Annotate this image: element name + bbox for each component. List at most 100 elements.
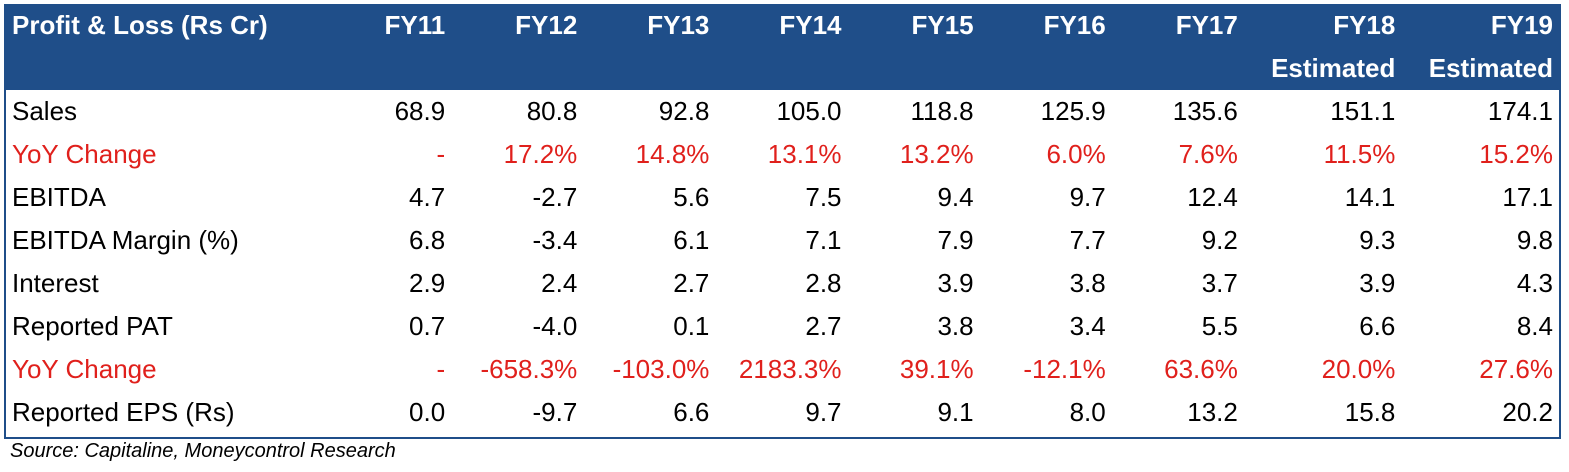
table-cell: 7.1 (805, 225, 842, 255)
table-cell: 4.7 (409, 182, 446, 212)
table-cell: 3.9 (1359, 268, 1396, 298)
table-cell: 13.1% (767, 139, 842, 169)
column-header: FY11 (321, 4, 454, 47)
table-cell: 6.6 (1359, 311, 1396, 341)
table-cell: 7.6% (1178, 139, 1238, 169)
table-row: EBITDA Margin (%) 6.8 -3.4 6.1 7.1 7.9 7.7 9.2 9… (4, 219, 1561, 262)
column-header: FY14 (717, 4, 850, 47)
column-header: FY17 (1113, 4, 1246, 47)
table-cell: 14.8% (635, 139, 710, 169)
table-cell: 11.5% (1323, 139, 1396, 169)
table-body: Sales 68.9 80.8 92.8 105.0 118.8 125.9 135.6 151… (4, 90, 1561, 434)
table-cell: 125.9 (1040, 96, 1106, 126)
subheader-cell (1113, 47, 1246, 90)
header-title: Profit & Loss (Rs Cr) (4, 4, 322, 47)
table-cell: 6.6 (673, 397, 710, 427)
table-cell: 6.8 (409, 225, 446, 255)
table-cell: - (436, 139, 446, 169)
table-cell: 9.7 (1069, 182, 1106, 212)
table-cell: 17.2% (503, 139, 578, 169)
table-row: Interest 2.9 2.4 2.7 2.8 3.9 3.8 3.7 3.9 4.3 (4, 262, 1561, 305)
table-cell: 27.6% (1479, 354, 1553, 384)
table-cell: 20.0% (1321, 354, 1396, 384)
header-subrow: Estimated Estimated (4, 47, 1561, 90)
column-header: FY12 (453, 4, 586, 47)
table-cell: 151.1 (1330, 96, 1396, 126)
table-cell: 0.7 (409, 311, 446, 341)
subheader-cell (849, 47, 982, 90)
table-cell: 9.1 (937, 397, 974, 427)
subheader-cell (717, 47, 850, 90)
subheader-cell (981, 47, 1114, 90)
column-header: FY13 (585, 4, 718, 47)
table-cell: 7.5 (805, 182, 842, 212)
table-cell: 20.2 (1502, 397, 1553, 427)
table-cell: 2.4 (541, 268, 578, 298)
table-header: Profit & Loss (Rs Cr) FY11 FY12 FY13 FY1… (4, 4, 1561, 90)
table-cell: 3.8 (937, 311, 974, 341)
table-cell: 13.2 (1187, 397, 1238, 427)
table-cell: -4.0 (532, 311, 578, 341)
subheader-estimated-fy19: Estimated (1403, 47, 1561, 90)
source-note: Source: Capitaline, Moneycontrol Researc… (10, 440, 396, 462)
table-cell: -12.1% (1023, 354, 1106, 384)
table-cell: 0.1 (673, 311, 710, 341)
table-cell: 68.9 (394, 96, 446, 126)
table-cell: 118.8 (910, 96, 974, 126)
table-cell: 13.2% (899, 139, 974, 169)
table-cell: 9.8 (1516, 225, 1553, 255)
table-cell: -658.3% (480, 354, 578, 384)
table-row: Sales 68.9 80.8 92.8 105.0 118.8 125.9 135.6 151… (4, 90, 1561, 133)
table-cell: 15.8 (1344, 397, 1396, 427)
table-cell: 80.8 (526, 96, 578, 126)
table-cell: 6.1 (673, 225, 710, 255)
row-label: YoY Change (12, 354, 157, 384)
table-cell: 105.0 (776, 96, 842, 126)
column-header: FY15 (849, 4, 982, 47)
profit-loss-table: Profit & Loss (Rs Cr) FY11 FY12 FY13 FY1… (4, 4, 1561, 434)
table-row: EBITDA 4.7 -2.7 5.6 7.5 9.4 9.7 12.4 14.1 17.1 (4, 176, 1561, 219)
row-label: Interest (12, 268, 99, 298)
table-cell: -3.4 (532, 225, 578, 255)
table-cell: - (436, 354, 446, 384)
table-row: Reported PAT 0.7 -4.0 0.1 2.7 3.8 3.4 5.5 6.6 8.4 (4, 305, 1561, 348)
table-cell: 5.5 (1201, 311, 1238, 341)
row-label: Reported EPS (Rs) (12, 397, 235, 427)
table-cell: -103.0% (612, 354, 710, 384)
subheader-cell (4, 47, 322, 90)
table-cell: 15.2% (1479, 139, 1553, 169)
table-cell: 8.0 (1069, 397, 1106, 427)
table-cell: 9.3 (1359, 225, 1396, 255)
table-cell: 9.7 (805, 397, 842, 427)
subheader-cell (321, 47, 454, 90)
row-label: EBITDA (12, 182, 106, 212)
table-cell: 63.6% (1164, 354, 1238, 384)
table-row: YoY Change - -658.3% -103.0% 2183.3% 39.1% -12… (4, 348, 1561, 391)
row-label: Sales (12, 96, 78, 126)
table-cell: 2.8 (805, 268, 842, 298)
table-cell: 3.9 (937, 268, 974, 298)
table-cell: 2183.3% (738, 354, 842, 384)
table-cell: 2.7 (673, 268, 710, 298)
table-cell: 9.2 (1201, 225, 1238, 255)
table-cell: 0.0 (409, 397, 446, 427)
subheader-cell (585, 47, 718, 90)
table-cell: 2.9 (409, 268, 446, 298)
row-label: EBITDA Margin (%) (12, 225, 239, 255)
table-cell: 3.7 (1201, 268, 1238, 298)
table-cell: 17.1 (1502, 182, 1553, 212)
table-cell: 6.0% (1046, 139, 1106, 169)
table-cell: 92.8 (658, 96, 710, 126)
table-cell: 14.1 (1344, 182, 1396, 212)
subheader-estimated-fy18: Estimated (1245, 47, 1404, 90)
table-row: YoY Change - 17.2% 14.8% 13.1% 13.2% 6.0% 7.6% 1… (4, 133, 1561, 176)
column-header: FY18 (1245, 4, 1404, 47)
table-cell: 3.8 (1069, 268, 1106, 298)
table-cell: 12.4 (1187, 182, 1238, 212)
column-header: FY16 (981, 4, 1114, 47)
table-row: Reported EPS (Rs) 0.0 -9.7 6.6 9.7 9.1 8.0 13.2… (4, 391, 1561, 434)
table-cell: -2.7 (532, 182, 578, 212)
table-cell: 174.1 (1487, 96, 1553, 126)
table-cell: 3.4 (1069, 311, 1106, 341)
